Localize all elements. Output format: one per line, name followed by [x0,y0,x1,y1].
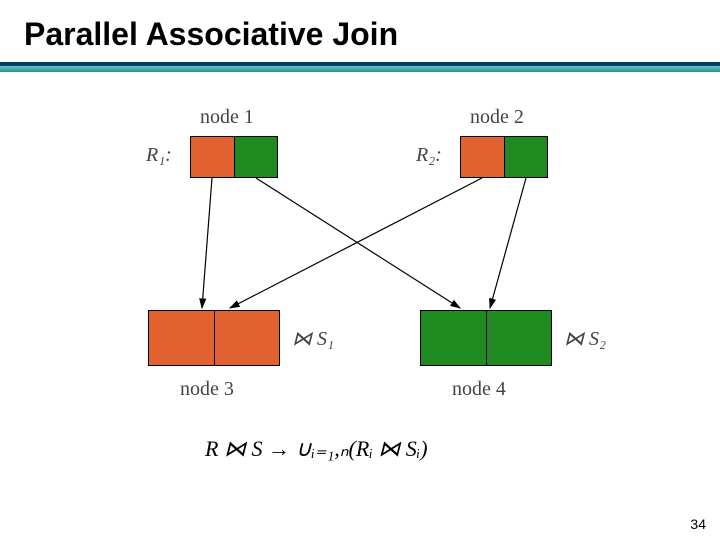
formula: R ⋈ S → ∪ᵢ₌₁,ₙ(Rᵢ ⋈ Sᵢ) [205,436,428,462]
box-node3 [148,310,280,366]
page-number: 34 [690,516,706,532]
diagram: node 1 node 2 R₁: R₂: ⋈ S₁ [60,90,680,470]
box-node4-right [486,311,551,365]
rule-teal [0,66,720,72]
label-joinS1: ⋈ S₁ [292,326,334,351]
label-node3: node 3 [180,378,234,401]
box-node4-left [421,311,486,365]
arrows [60,90,680,470]
box-node3-right [214,311,279,365]
label-node4: node 4 [452,378,506,401]
box-node3-left [149,311,214,365]
label-joinS2: ⋈ S₂ [564,326,606,351]
box-node4 [420,310,552,366]
page-title: Parallel Associative Join [24,16,398,53]
